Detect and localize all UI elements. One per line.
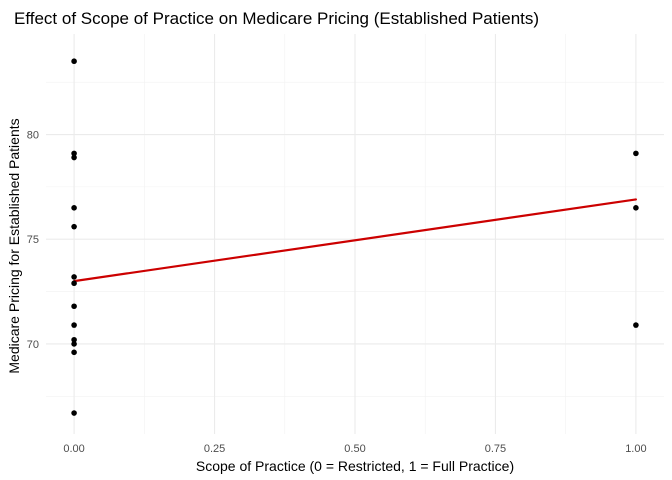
x-axis-label: Scope of Practice (0 = Restricted, 1 = F… — [196, 458, 514, 474]
x-tick-label: 0.75 — [485, 443, 506, 455]
data-point — [633, 150, 639, 157]
data-point — [71, 349, 77, 356]
data-point — [71, 303, 77, 310]
data-point — [71, 410, 77, 416]
data-points — [71, 58, 639, 416]
data-point — [71, 205, 77, 211]
data-point — [71, 154, 77, 161]
data-point — [71, 336, 77, 343]
chart-title: Effect of Scope of Practice on Medicare … — [14, 9, 539, 28]
data-point — [71, 341, 77, 347]
y-tick-label: 75 — [27, 234, 39, 246]
data-point — [71, 280, 77, 287]
x-tick-label: 0.25 — [204, 443, 225, 455]
trend-line — [72, 198, 638, 283]
data-point — [633, 322, 639, 328]
y-tick-label: 80 — [27, 130, 39, 142]
x-tick-labels: 0.00 0.25 0.50 0.75 1.00 — [63, 443, 646, 455]
data-point — [71, 150, 77, 157]
data-point — [633, 205, 639, 211]
data-point — [71, 274, 77, 280]
y-tick-label: 70 — [27, 339, 39, 351]
trend-line-group — [72, 198, 638, 283]
data-point — [71, 322, 77, 328]
data-point — [71, 223, 77, 230]
x-tick-label: 0.50 — [344, 443, 365, 455]
x-tick-label: 0.00 — [63, 443, 84, 455]
grid-lines — [46, 34, 664, 434]
x-tick-label: 1.00 — [625, 443, 646, 455]
data-point — [71, 58, 77, 65]
y-tick-labels: 70 75 80 — [27, 130, 39, 351]
y-axis-label: Medicare Pricing for Established Patient… — [6, 118, 22, 373]
